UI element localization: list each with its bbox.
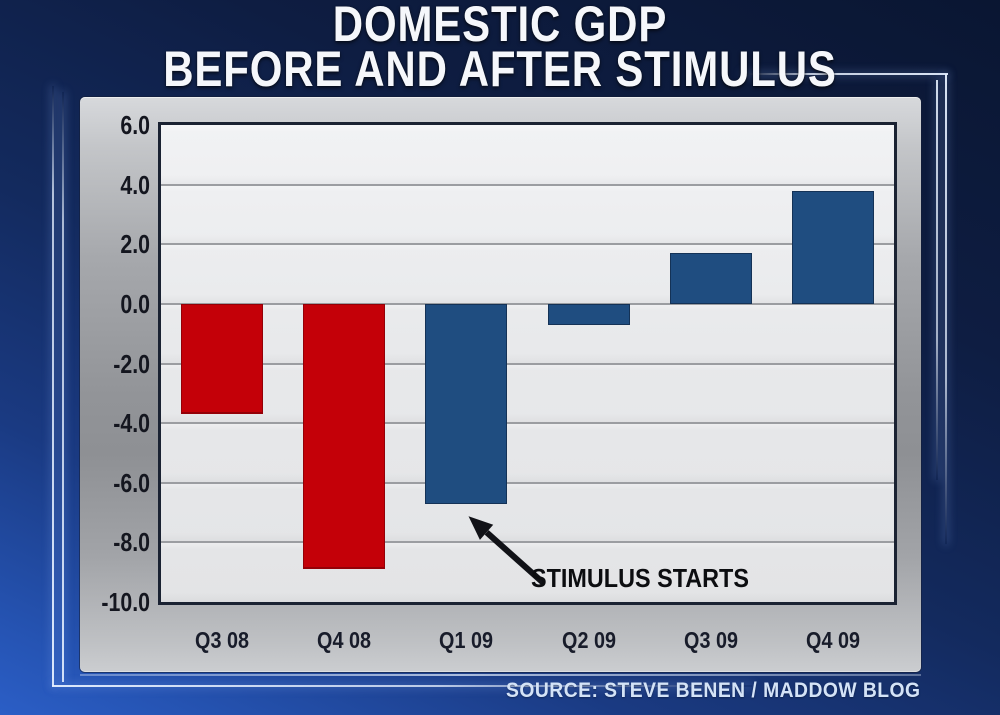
title-line-2: BEFORE AND AFTER STIMULUS — [163, 41, 837, 97]
panel-bottom-highlight — [80, 674, 921, 676]
y-axis-label-0.0: 0.0 — [120, 288, 150, 319]
bar-q4-08 — [303, 303, 386, 570]
gridline--6.0 — [161, 481, 894, 484]
title-line-1: DOMESTIC GDP — [332, 0, 668, 52]
frame-line-top — [742, 73, 948, 75]
plot-area — [158, 122, 897, 605]
annotation-label: STIMULUS STARTS — [531, 563, 749, 593]
x-axis-label-q3-09: Q3 09 — [683, 627, 738, 653]
y-axis-label--4.0: -4.0 — [113, 408, 150, 439]
source-credit: SOURCE: STEVE BENEN / MADDOW BLOG — [506, 679, 921, 702]
x-axis-label-q4-08: Q4 08 — [317, 627, 372, 653]
x-axis-label-q3-08: Q3 08 — [195, 627, 250, 653]
y-axis-label-2.0: 2.0 — [120, 229, 150, 260]
x-axis-label-q4-09: Q4 09 — [805, 627, 860, 653]
y-axis-label--8.0: -8.0 — [113, 527, 150, 558]
gridline--4.0 — [161, 422, 894, 425]
y-axis-label-4.0: 4.0 — [120, 169, 150, 200]
frame-line-right-outer — [945, 74, 947, 544]
y-axis-label-6.0: 6.0 — [120, 110, 150, 140]
x-axis-label-q1-09: Q1 09 — [439, 627, 494, 653]
y-axis-label--10.0: -10.0 — [101, 587, 150, 617]
bar-q3-08 — [181, 303, 264, 415]
y-axis-label--6.0: -6.0 — [113, 467, 150, 498]
page-title: DOMESTIC GDP BEFORE AND AFTER STIMULUS — [0, 0, 1000, 97]
gridline--8.0 — [161, 541, 894, 544]
frame-line-bottom — [52, 685, 752, 687]
frame-line-right-inner — [936, 80, 938, 480]
bar-q4-09 — [791, 190, 874, 304]
bar-q2-09 — [547, 303, 630, 325]
x-axis-label-q2-09: Q2 09 — [561, 627, 616, 653]
gridline-0.0 — [161, 302, 894, 305]
gridline-4.0 — [161, 183, 894, 186]
frame-line-left-inner — [62, 92, 64, 682]
y-axis-label--2.0: -2.0 — [113, 348, 150, 379]
bar-q1-09 — [425, 303, 508, 504]
gridline-2.0 — [161, 243, 894, 246]
frame-line-left-outer — [52, 86, 54, 686]
gridline--2.0 — [161, 362, 894, 365]
bar-q3-09 — [669, 253, 752, 304]
